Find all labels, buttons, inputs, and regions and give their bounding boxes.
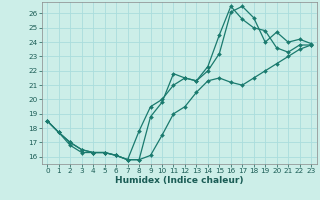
X-axis label: Humidex (Indice chaleur): Humidex (Indice chaleur) <box>115 176 244 185</box>
